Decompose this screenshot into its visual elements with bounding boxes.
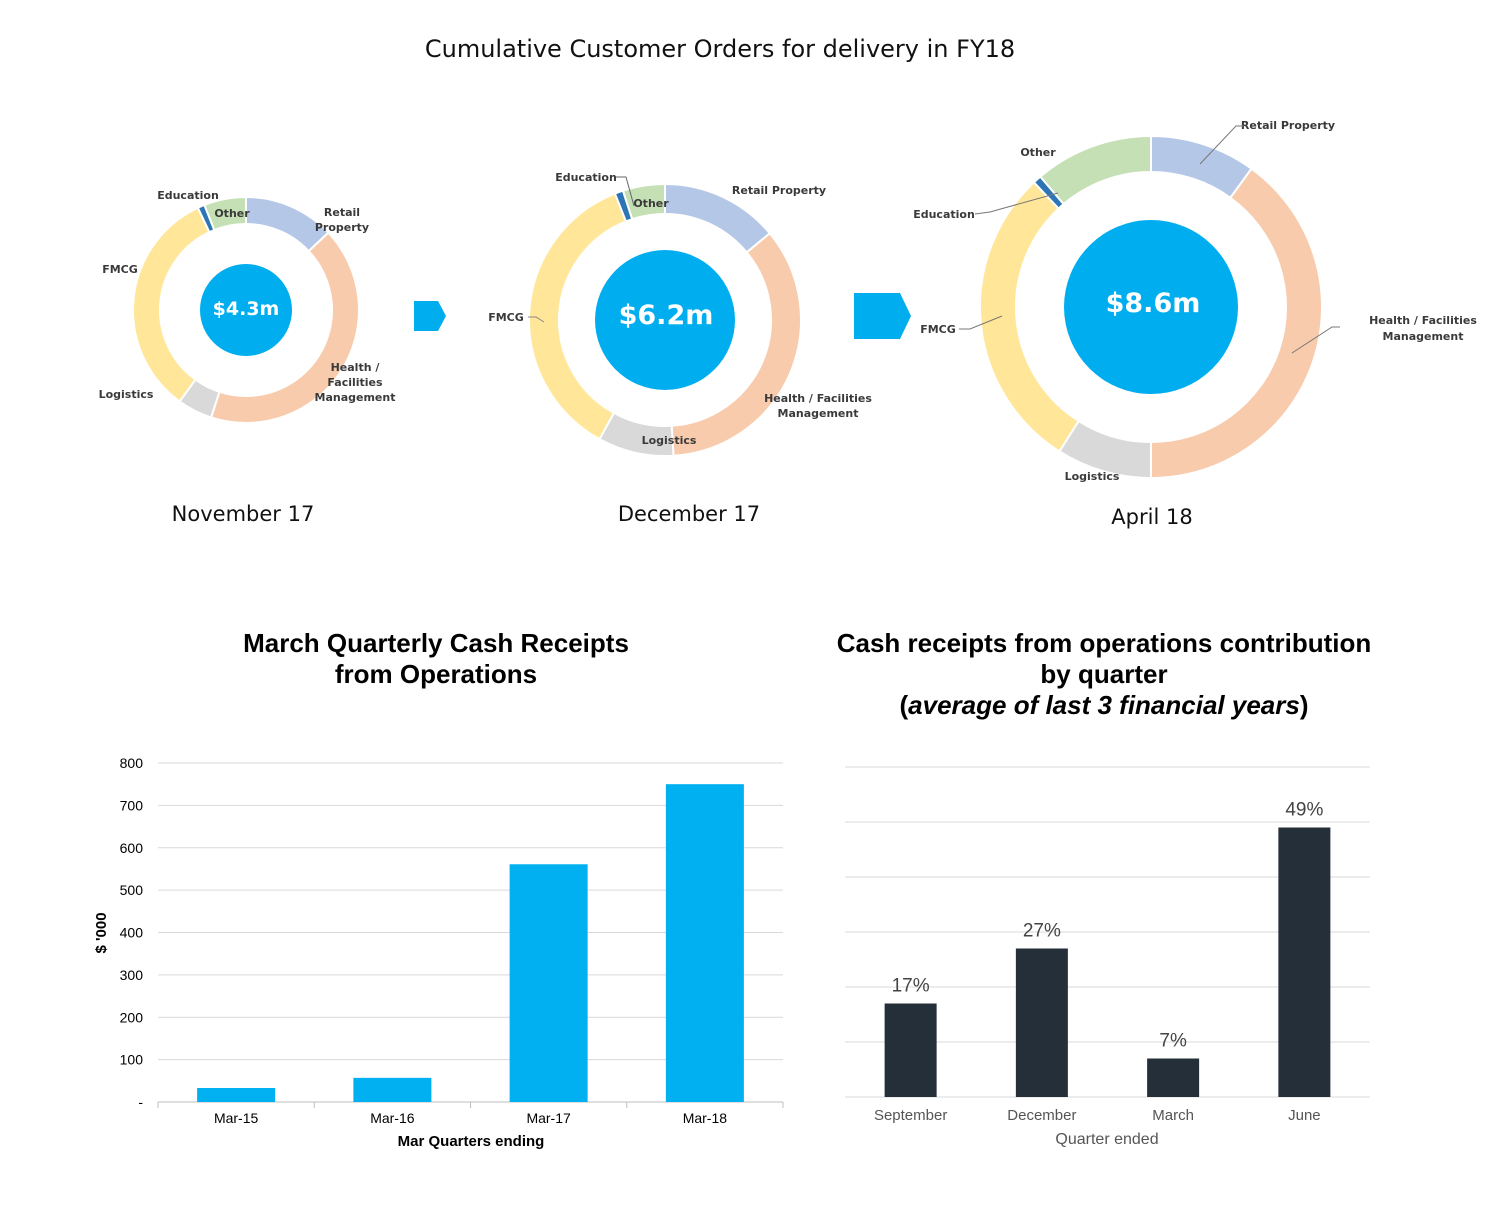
bar1-ytick-label: 200: [120, 1009, 144, 1025]
donut3-period: April 18: [1111, 505, 1192, 529]
donut1-label-retail-line2: Property: [315, 221, 369, 234]
bar1-xtick-label: Mar-18: [683, 1110, 728, 1126]
bar2-subtitle-open: (: [900, 690, 909, 720]
donut2-center-value: $6.2m: [619, 300, 714, 331]
donut2-label-other: Other: [633, 197, 669, 210]
bar1-ytick-label: 800: [120, 755, 144, 771]
bar1-ytick-label: 500: [120, 882, 144, 898]
donut3-label-health-line2: Management: [1383, 330, 1464, 343]
donut2-label-fmcg: FMCG: [488, 311, 524, 324]
donut2-period: December 17: [618, 502, 760, 526]
donut2-label-health-line1: Health / Facilities: [764, 392, 872, 405]
donut3-label-fmcg: FMCG: [920, 323, 956, 336]
bar2-subtitle-close: ): [1300, 690, 1309, 720]
bar1-xtick-label: Mar-17: [526, 1110, 571, 1126]
donut3-leader-education: [974, 192, 1059, 215]
donut3-center-disc: [1064, 220, 1238, 394]
donut-chart-april-18: [978, 134, 1323, 480]
donut1-label-fmcg: FMCG: [102, 263, 138, 276]
donut1-label-other: Other: [214, 207, 250, 220]
bar1-title-line1: March Quarterly Cash Receipts: [243, 628, 629, 658]
bar2-xlabel: Quarter ended: [1055, 1131, 1158, 1148]
donut1-center-value: $4.3m: [213, 298, 280, 320]
bar1-ytick-label: 100: [120, 1052, 144, 1068]
bar2-title-line1: Cash receipts from operations contributi…: [837, 628, 1372, 658]
bar1-xlabel: Mar Quarters ending: [398, 1133, 545, 1150]
bar2-bar-september: [884, 1003, 937, 1097]
bar1-bar-mar-16: [353, 1077, 432, 1102]
bar2-xtick-label: March: [1152, 1107, 1194, 1124]
bar1-bar-mar-15: [197, 1088, 276, 1102]
bar1-bar-mar-18: [665, 784, 744, 1102]
donut3-label-logistics: Logistics: [1065, 470, 1120, 483]
bar2-data-label: 27%: [1023, 921, 1061, 942]
bar1-title-line2: from Operations: [335, 659, 537, 689]
bar2-bar-march: [1147, 1058, 1200, 1097]
donut3-label-retail: Retail Property: [1241, 119, 1335, 132]
bar2-subtitle: (average of last 3 financial years): [900, 690, 1309, 720]
donut1-label-health-line2: Facilities: [327, 376, 383, 389]
arrow-right-icon: [854, 293, 911, 339]
bar1-ytick-label: -: [138, 1094, 143, 1110]
bar1-bar-mar-17: [509, 864, 588, 1102]
donut1-label-retail-line1: Retail: [324, 206, 360, 219]
donut3-slice-fmcg: [978, 180, 1081, 453]
donut1-label-education: Education: [157, 189, 219, 202]
donut3-label-health-line1: Health / Facilities: [1369, 314, 1477, 327]
donut2-label-retail: Retail Property: [732, 184, 826, 197]
donut2-label-health-line2: Management: [778, 407, 859, 420]
donut3-leader-retail: [1199, 125, 1244, 165]
donut1-slice-other: [203, 195, 247, 232]
bar2-bar-december: [1015, 948, 1068, 1097]
donut2-slice-other: [621, 182, 666, 221]
donut2-leader-fmcg: [528, 316, 545, 323]
donut3-leader-health: [1291, 326, 1340, 354]
donut1-slice-fmcg: [132, 206, 211, 403]
donut1-label-health-line3: Management: [315, 391, 396, 404]
donut2-center-disc: [595, 250, 735, 390]
donut3-label-other: Other: [1020, 146, 1056, 159]
donut1-label-logistics: Logistics: [99, 388, 154, 401]
bar-chart-march-receipts: - 100 200 300 400 500 600 700 800 Mar-15 Mar-16 Mar…: [120, 755, 784, 1126]
bar-chart-quarter-contribution: 17% September 27% December 7% March 49% June: [845, 766, 1370, 1124]
donut3-leader-fmcg: [959, 315, 1003, 330]
arrow-right-icon: [414, 301, 446, 331]
bar1-xtick-label: Mar-15: [214, 1110, 259, 1126]
bar2-subtitle-italic: average of last 3 financial years: [908, 690, 1300, 720]
bar2-bar-june: [1278, 827, 1331, 1097]
donut1-center-disc: [200, 264, 292, 356]
bar1-ytick-label: 700: [120, 797, 144, 813]
donut2-leader-education: [616, 176, 635, 207]
bar2-xtick-label: September: [874, 1107, 947, 1124]
bar1-xtick-label: Mar-16: [370, 1110, 415, 1126]
bar1-ytick-label: 400: [120, 925, 144, 941]
donut2-label-education: Education: [555, 171, 617, 184]
donut-chart-november-17: [132, 195, 360, 424]
bar1-ytick-label: 300: [120, 967, 144, 983]
donut1-label-health-line1: Health /: [331, 361, 381, 374]
donut1-period: November 17: [172, 502, 315, 526]
bar2-title-line2: by quarter: [1040, 659, 1167, 689]
donut2-label-logistics: Logistics: [642, 434, 697, 447]
bar1-ytick-label: 600: [120, 840, 144, 856]
bar2-data-label: 49%: [1285, 800, 1323, 821]
donut3-slice-other: [1038, 134, 1152, 206]
bar2-xtick-label: June: [1288, 1107, 1321, 1124]
bar2-xtick-label: December: [1007, 1107, 1076, 1124]
main-title: Cumulative Customer Orders for delivery …: [425, 35, 1015, 63]
bar2-data-label: 7%: [1159, 1031, 1187, 1052]
donut3-label-education: Education: [913, 208, 975, 221]
donut3-center-value: $8.6m: [1106, 288, 1201, 319]
bar2-data-label: 17%: [892, 976, 930, 997]
bar1-ylabel: $ '000: [93, 912, 110, 953]
donut-chart-december-17: [528, 182, 802, 457]
